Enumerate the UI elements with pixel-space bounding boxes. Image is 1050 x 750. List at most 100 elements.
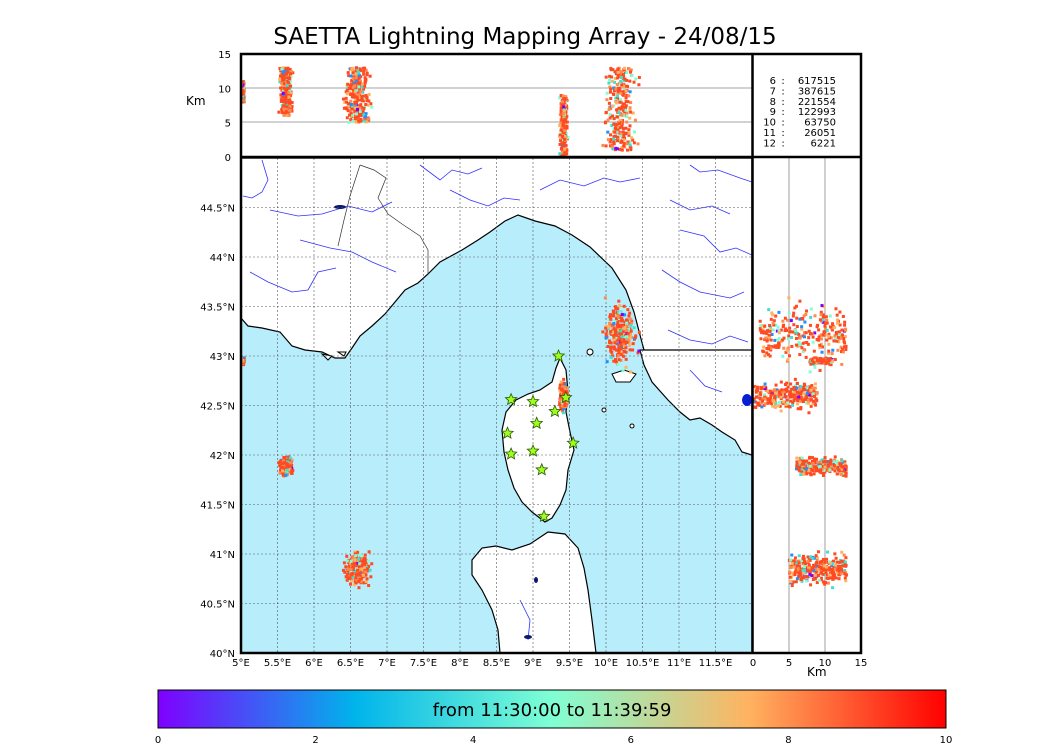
altitude-bottom-tick: 15	[855, 658, 868, 669]
longitude-tick: 7°E	[378, 658, 396, 669]
figure-frame	[239, 52, 863, 655]
longitude-tick: 6°E	[305, 658, 323, 669]
longitude-tick: 5°E	[232, 658, 250, 669]
pianosa-island	[601, 407, 607, 413]
longitude-tick: 10°E	[594, 658, 618, 669]
stat-sep: :	[781, 138, 784, 149]
source-count-list: 6: 617515 7: 387615 8: 221554 9: 122993 10: 63750…	[763, 76, 836, 149]
stats-panel: 6: 617515 7: 387615 8: 221554 9: 122993 10: 63750…	[753, 54, 861, 157]
altitude-tick: 15	[218, 50, 231, 61]
colorbar-tick-labels: 0 2 4 6 8 10	[155, 735, 953, 746]
stat-value: 122993	[798, 107, 836, 118]
chart-title: SAETTA Lightning Mapping Array - 24/08/1…	[273, 24, 777, 50]
latitude-tick: 44.5°N	[200, 204, 235, 215]
latitude-tick: 40.5°N	[200, 600, 235, 611]
longitude-tick: 10.5°E	[626, 658, 660, 669]
station-star-icon	[529, 416, 544, 430]
hyeres-islands	[320, 351, 347, 361]
stat-key: 9	[770, 107, 776, 118]
stat-sep: :	[781, 128, 784, 139]
altitude-bottom-tick: 10	[819, 658, 832, 669]
country-border	[337, 164, 429, 274]
colorbar-tick: 8	[785, 735, 791, 746]
stat-value: 63750	[804, 118, 836, 129]
stat-key: 11	[763, 128, 776, 139]
longitude-tick: 8°E	[451, 658, 469, 669]
latitude-tick: 43°N	[210, 352, 235, 363]
capraia-island	[586, 348, 594, 356]
rivers	[242, 159, 752, 641]
longitude-tick: 8.5°E	[483, 658, 510, 669]
station-star-icon	[526, 443, 540, 457]
longitude-tick: 11°E	[667, 658, 691, 669]
lon-altitude-panel[interactable]	[239, 54, 752, 158]
time-colorbar	[157, 689, 947, 729]
latitude-tick: 40°N	[210, 649, 235, 660]
longitude-tick: 5.5°E	[264, 658, 291, 669]
station-star-icon	[537, 509, 551, 523]
altitude-tick: 10	[218, 84, 231, 95]
map-graticule	[241, 158, 752, 653]
altitude-unit-label: Km	[186, 94, 206, 108]
top-lightning-sources	[241, 66, 641, 157]
colorbar-tick: 2	[312, 735, 318, 746]
station-star-icon	[551, 348, 566, 362]
station-star-icon	[535, 462, 549, 476]
montecristo-island	[629, 423, 635, 429]
lake-omodeo	[534, 577, 538, 583]
stat-sep: :	[781, 97, 784, 108]
stat-sep: :	[781, 76, 784, 87]
stat-sep: :	[781, 107, 784, 118]
latitude-tick: 44°N	[210, 253, 235, 264]
lma-stations	[500, 348, 580, 523]
altitude-bottom-unit-label: Km	[807, 665, 827, 679]
stat-value: 6221	[811, 138, 836, 149]
colorbar-tick: 0	[155, 735, 161, 746]
map-lightning-sources	[241, 296, 641, 590]
stat-value: 617515	[798, 76, 836, 87]
lake-sardinia	[524, 635, 532, 639]
stat-key: 7	[770, 86, 776, 97]
stat-value: 26051	[804, 128, 836, 139]
altitude-bottom-tick-labels: 0 5 10 15	[750, 658, 868, 669]
lat-altitude-panel[interactable]	[742, 158, 861, 653]
latitude-tick: 41.5°N	[200, 501, 235, 512]
stat-key: 8	[770, 97, 776, 108]
radar-site-marker	[742, 394, 752, 406]
latitude-tick: 43.5°N	[200, 303, 235, 314]
tuscany-coast	[639, 349, 752, 456]
altitude-tick-labels: 0 5 10 15	[218, 50, 231, 164]
longitude-tick: 11.5°E	[699, 658, 733, 669]
corsica-island	[501, 356, 575, 523]
stat-key: 6	[770, 76, 776, 87]
latitude-tick: 41°N	[210, 550, 235, 561]
station-star-icon	[548, 404, 562, 418]
stat-key: 10	[763, 118, 776, 129]
stat-key: 12	[763, 138, 776, 149]
station-star-icon	[559, 390, 573, 404]
station-star-icon	[566, 436, 580, 449]
longitude-tick: 9.5°E	[556, 658, 583, 669]
station-star-icon	[504, 392, 518, 406]
altitude-tick: 0	[225, 153, 231, 164]
colorbar-tick: 6	[628, 735, 634, 746]
latitude-tick-labels: 40°N 40.5°N 41°N 41.5°N 42°N 42.5°N 43°N 43.5°N…	[200, 204, 235, 661]
lake-geneva	[334, 205, 346, 209]
map-panel[interactable]	[239, 157, 753, 654]
latitude-tick: 42°N	[210, 451, 235, 462]
longitude-tick: 7.5°E	[410, 658, 437, 669]
longitude-tick: 6.5°E	[337, 658, 364, 669]
stat-sep: :	[781, 86, 784, 97]
longitude-tick: 9°E	[524, 658, 542, 669]
altitude-tick: 5	[225, 119, 231, 130]
colorbar-tick: 10	[940, 735, 953, 746]
stat-value: 221554	[798, 97, 836, 108]
station-star-icon	[500, 426, 515, 439]
colorbar-tick: 4	[470, 735, 476, 746]
station-star-icon	[526, 394, 540, 408]
stat-value: 387615	[798, 86, 836, 97]
station-star-icon	[504, 446, 518, 460]
altitude-bottom-tick: 0	[750, 658, 756, 669]
latitude-tick: 42.5°N	[200, 402, 235, 413]
